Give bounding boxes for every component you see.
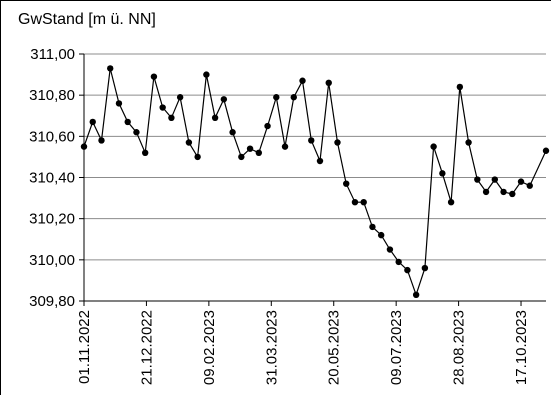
- data-point: [141, 149, 149, 156]
- data-point: [542, 147, 550, 154]
- data-point: [229, 129, 236, 136]
- data-point: [133, 129, 140, 136]
- x-tick-label: 01.11.2022: [76, 310, 93, 384]
- data-point: [194, 153, 201, 161]
- data-point: [203, 71, 210, 78]
- data-point: [447, 199, 455, 206]
- data-point: [369, 223, 376, 231]
- data-point: [176, 94, 184, 101]
- x-tick-label: 20.05.2023: [326, 310, 343, 385]
- data-point: [246, 145, 254, 152]
- data-point: [255, 149, 263, 156]
- data-point: [500, 188, 507, 196]
- data-point: [281, 143, 289, 150]
- data-point: [517, 178, 525, 185]
- data-point: [308, 137, 315, 144]
- data-point: [299, 77, 306, 84]
- data-point: [98, 137, 105, 144]
- x-tick-label: 17.10.2023: [513, 310, 530, 385]
- y-tick-label: 311,00: [30, 46, 75, 63]
- data-point: [334, 139, 341, 146]
- data-point: [264, 122, 271, 130]
- y-axis-label: GwStand [m ü. NN]: [18, 11, 156, 28]
- data-point: [89, 118, 96, 126]
- data-series: [80, 65, 550, 299]
- x-tick-label: 31.03.2023: [263, 310, 280, 385]
- data-point: [115, 100, 123, 107]
- y-tick-labels: 309,80 310,00 310,20 310,40 310,60 310,80 311,…: [29, 46, 75, 310]
- data-point: [273, 94, 280, 101]
- x-tick-label: 09.02.2023: [201, 310, 218, 385]
- y-tick-label: 310,80: [29, 87, 75, 104]
- y-tick-label: 310,40: [29, 170, 75, 187]
- data-point: [185, 139, 193, 146]
- data-point: [290, 94, 297, 101]
- data-point: [159, 104, 166, 111]
- data-point: [238, 153, 245, 161]
- data-point: [220, 96, 228, 103]
- y-tick-label: 310,00: [29, 252, 75, 269]
- data-point: [412, 291, 420, 299]
- x-tick-label: 09.07.2023: [388, 310, 405, 385]
- data-point: [386, 246, 394, 253]
- data-point: [526, 182, 533, 189]
- data-point: [124, 118, 131, 126]
- y-tick-label: 309,80: [29, 293, 75, 310]
- data-point: [351, 199, 359, 206]
- x-tick-label: 28.08.2023: [451, 310, 468, 385]
- data-point: [343, 180, 350, 187]
- y-tick-label: 310,20: [29, 211, 75, 228]
- data-point: [482, 188, 490, 196]
- data-point: [404, 266, 411, 274]
- data-point: [325, 79, 332, 87]
- data-point: [465, 139, 472, 146]
- data-point: [439, 170, 446, 177]
- x-tick-label: 21.12.2022: [138, 310, 155, 385]
- data-point: [107, 65, 114, 72]
- data-point: [456, 83, 464, 91]
- axes: [79, 53, 546, 306]
- data-point: [395, 258, 402, 266]
- data-point: [474, 176, 481, 183]
- data-point: [491, 176, 499, 183]
- data-point: [150, 73, 158, 80]
- data-point: [421, 264, 429, 272]
- data-point: [211, 114, 219, 122]
- data-point: [430, 143, 437, 150]
- data-point: [168, 114, 175, 122]
- data-point: [360, 199, 367, 206]
- data-point: [316, 157, 324, 165]
- x-tick-labels: 01.11.2022 21.12.2022 09.02.2023 31.03.2023…: [76, 310, 530, 385]
- data-point: [509, 190, 516, 198]
- y-tick-label: 310,60: [29, 128, 75, 145]
- data-point: [80, 143, 88, 150]
- data-point: [377, 231, 385, 239]
